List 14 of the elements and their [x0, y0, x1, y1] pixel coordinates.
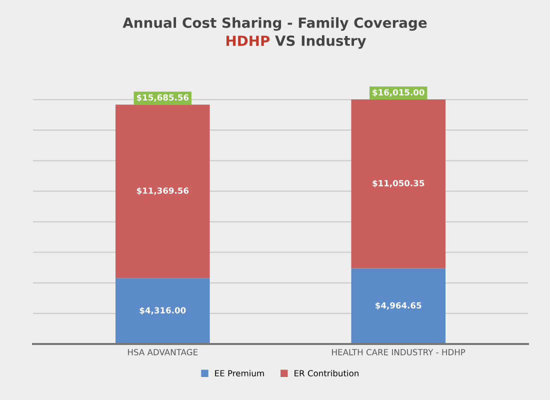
- x-tick-label: HEALTH CARE INDUSTRY - HDHP: [332, 349, 466, 356]
- chart-title: Annual Cost Sharing - Family Coverage: [122, 17, 427, 31]
- data-label: $11,050.35: [372, 180, 424, 188]
- data-label: $11,369.56: [136, 187, 189, 195]
- total-label: $15,685.56: [136, 94, 189, 102]
- data-label: $4,316.00: [140, 307, 186, 315]
- bar: [116, 278, 210, 344]
- legend-label: ER Contribution: [294, 370, 358, 376]
- total-label: $16,015.00: [372, 89, 424, 97]
- x-tick-label: HSA ADVANTAGE: [128, 349, 198, 356]
- bar: [351, 268, 446, 344]
- legend-label: EE Premium: [215, 370, 264, 376]
- data-label: $4,964.65: [376, 302, 422, 310]
- chart-subtitle: HDHP VS Industry: [226, 35, 366, 49]
